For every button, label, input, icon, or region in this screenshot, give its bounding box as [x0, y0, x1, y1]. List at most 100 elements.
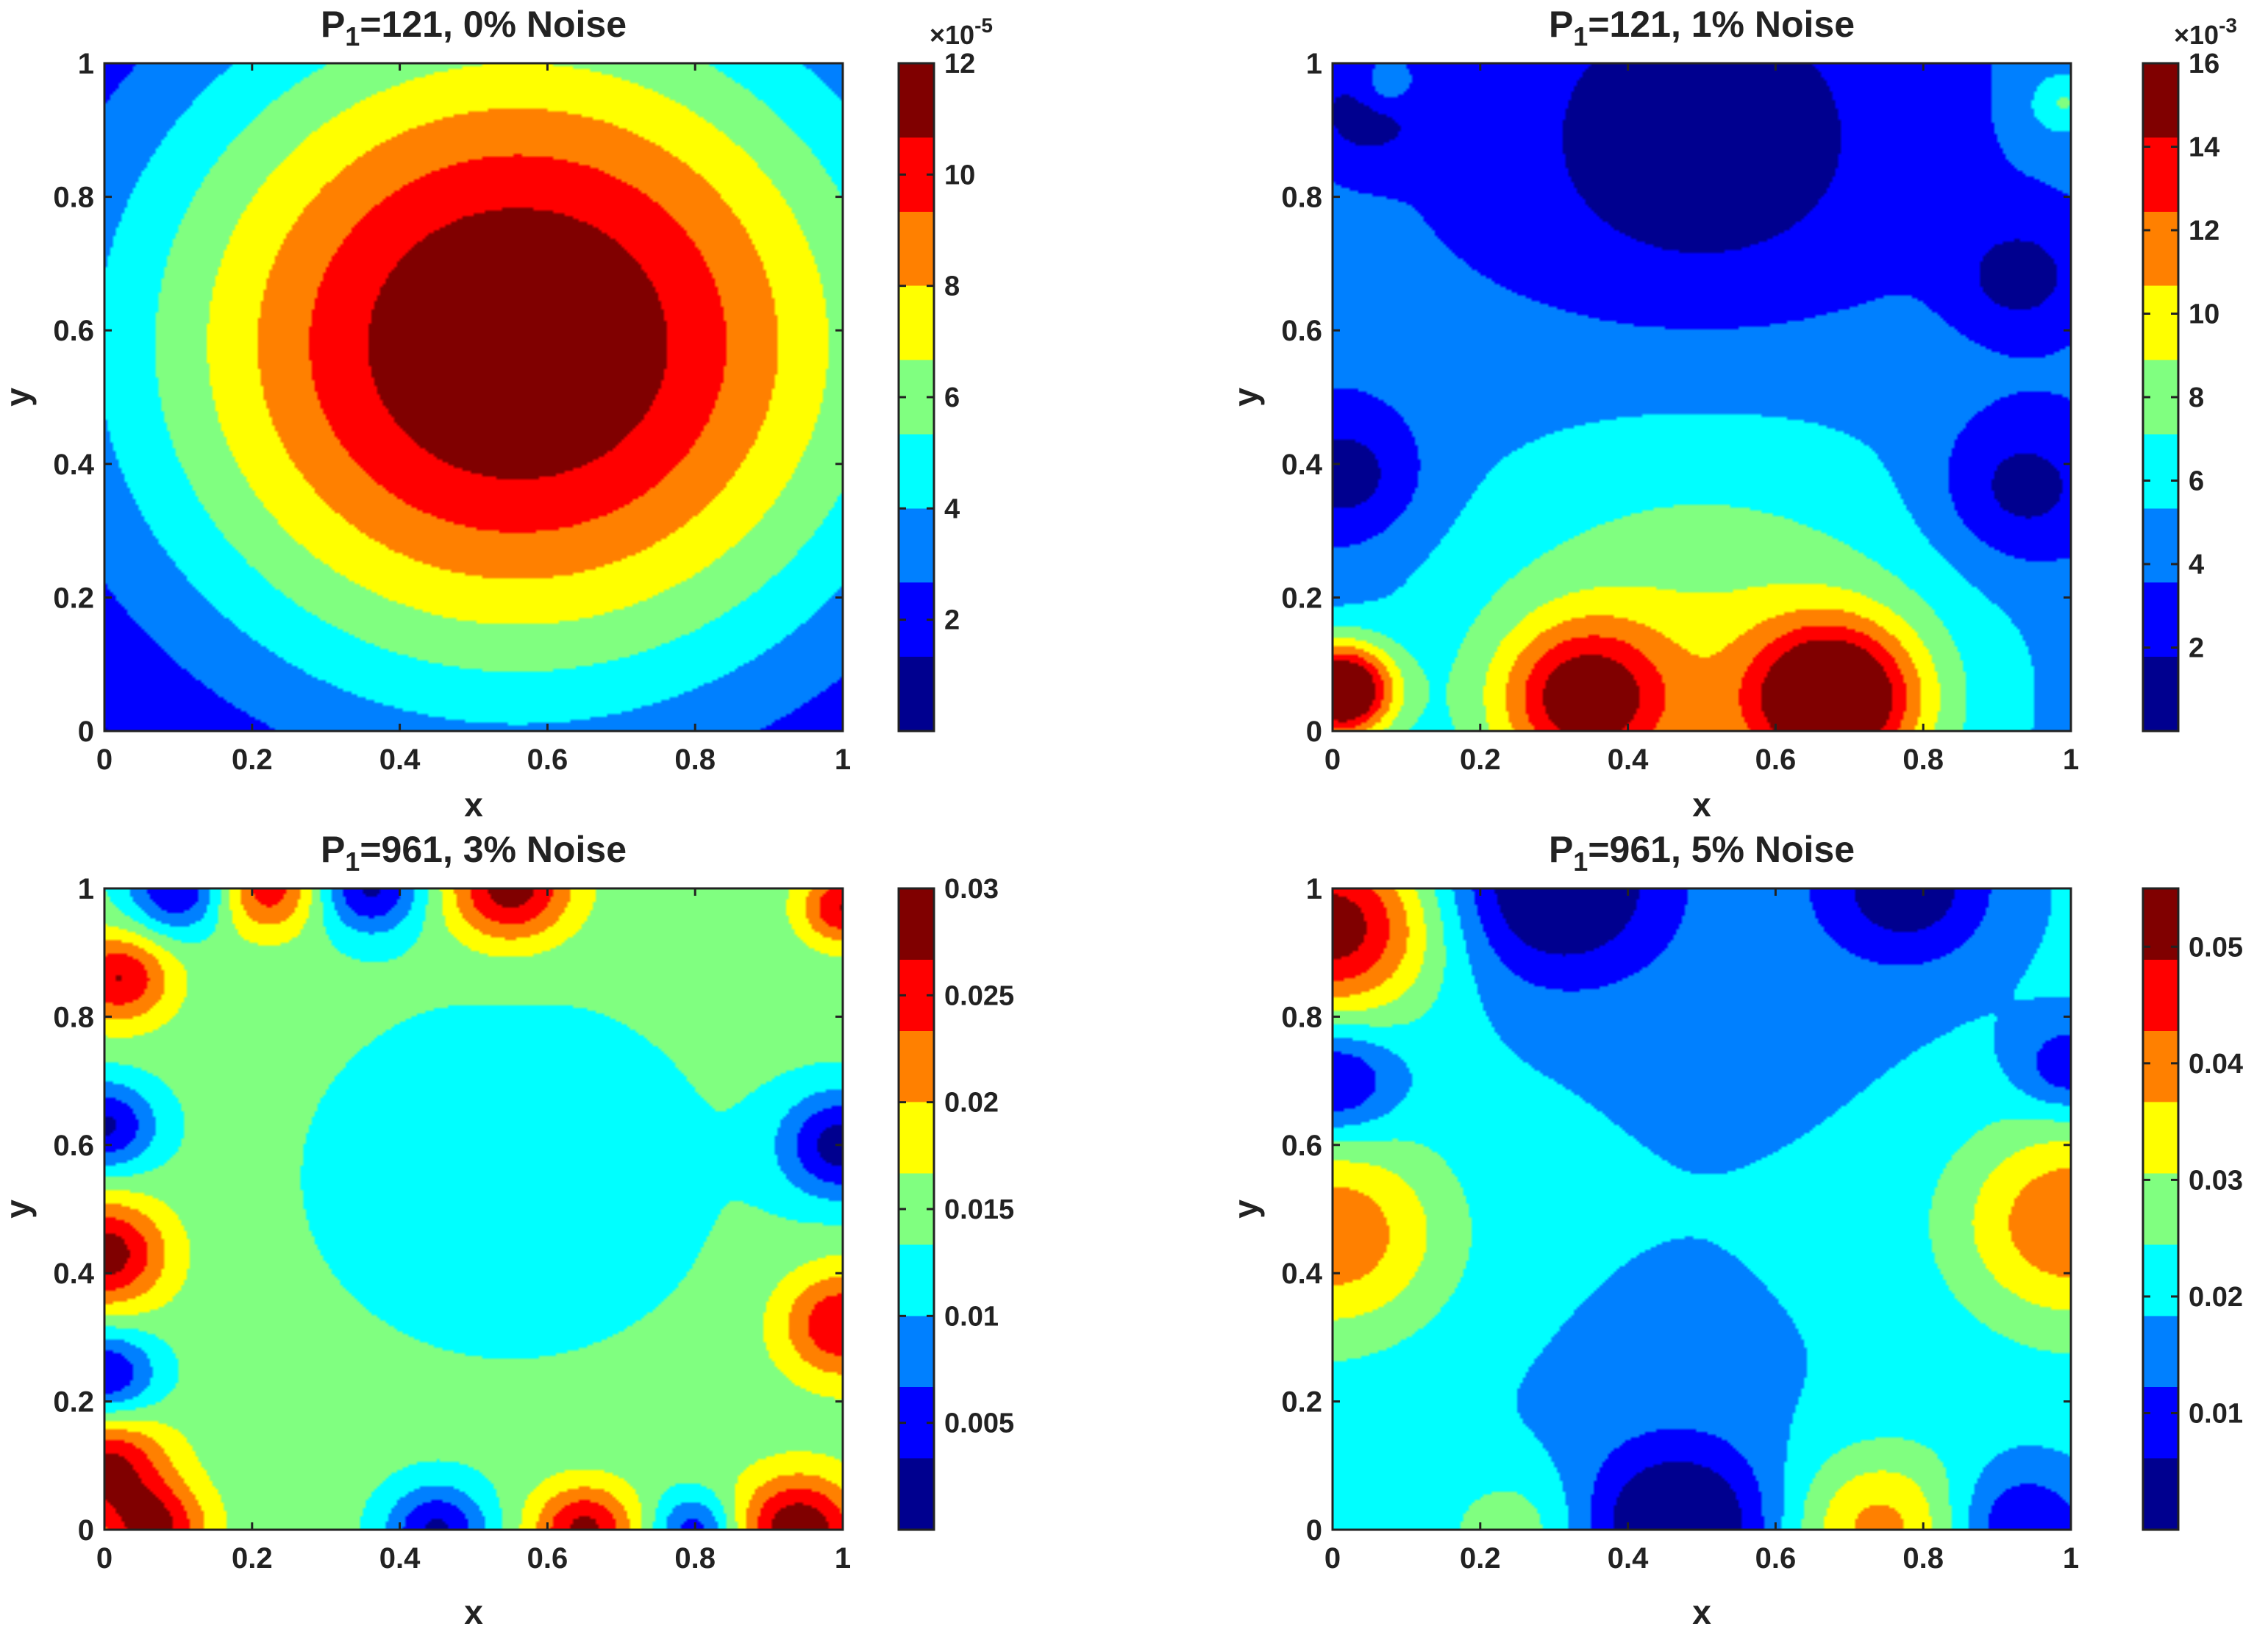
x-tick-label: 1: [2063, 1542, 2079, 1575]
panel-title: P1=961, 5% Noise: [1549, 829, 1855, 877]
colorbar-tick-label: 10: [2189, 299, 2219, 330]
colorbar-tick-label: 0.05: [2189, 932, 2243, 963]
y-ticks: 0 0.2 0.4 0.6 0.8 1: [1281, 873, 2071, 1547]
colorbar-tick-label: 0.015: [944, 1194, 1014, 1225]
colorbar-frame: [2142, 887, 2180, 1531]
y-tick-label: 0: [1306, 716, 1322, 748]
panel-title: P1=121, 0% Noise: [321, 4, 627, 51]
y-tick-label: 0.8: [1281, 182, 1322, 214]
colorbar-tick-label: 10: [944, 160, 975, 190]
plot-frame: [1331, 887, 2072, 1531]
y-tick-label: 0.6: [53, 1130, 94, 1162]
x-ticks: 0 0.2 0.4 0.6 0.8 1: [96, 63, 851, 776]
x-axis-label: x: [464, 785, 483, 824]
colorbar-tick-label: 0.02: [944, 1088, 999, 1119]
panel-title: P1=121, 1% Noise: [1549, 4, 1855, 51]
heatmap-image: [1333, 888, 2071, 1530]
panel-p1-961-3-noise: P1=961, 3% Noise 0 0.2 0.4 0.6 0.8 1 00.20.40…: [0, 829, 1014, 1629]
x-tick-label: 0.8: [674, 744, 716, 776]
x-tick-label: 0.6: [527, 744, 568, 776]
colorbar-ticks: 2 4 6 8 10 12: [899, 49, 975, 636]
y-tick-label: 0.6: [1281, 1130, 1322, 1162]
heatmap-image: [104, 63, 843, 731]
y-tick-label: 0.4: [1281, 449, 1322, 481]
panel-p1-961-5-noise: P1=961, 5% Noise 0 0.2 0.4 0.6 0.8 1 0 0.2 0.4 0…: [1227, 829, 2243, 1629]
colorbar-tick-label: 2: [944, 605, 960, 636]
colorbar-tick-label: 14: [2189, 132, 2219, 163]
colorbar-exponent: ×10-5: [930, 14, 993, 50]
colorbar-tick-label: 8: [2189, 382, 2204, 413]
x-tick-label: 1: [2063, 744, 2079, 776]
y-axis-label: y: [1227, 388, 1265, 407]
colorbar-tick-label: 0.01: [944, 1301, 999, 1332]
x-tick-label: 0.8: [1903, 744, 1944, 776]
colorbar-tick-label: 12: [944, 49, 975, 79]
colorbar-tick-label: 8: [944, 271, 960, 302]
x-axis-label: x: [1692, 785, 1711, 824]
y-ticks: 0 0.2 0.4 0.6 0.8 1: [53, 48, 843, 748]
x-tick-label: 0.6: [1755, 1542, 1797, 1575]
colorbar-tick-label: 0.03: [2189, 1165, 2243, 1196]
y-tick-label: 0.4: [53, 449, 94, 481]
colorbar-tick-label: 4: [944, 493, 960, 524]
panel-title: P1=961, 3% Noise: [321, 829, 627, 877]
plot-frame: [103, 62, 844, 732]
colorbar-tick-label: 6: [2189, 466, 2204, 497]
panel-p1-121-0-noise: P1=121, 0% Noise 0 0.2 0.4 0.6 0.8 1 00.20.40…: [0, 4, 993, 824]
y-tick-label: 0: [78, 1514, 94, 1547]
y-tick-label: 0: [1306, 1514, 1322, 1547]
x-tick-label: 0.6: [1755, 744, 1797, 776]
colorbar-tick-label: 0.01: [2189, 1398, 2243, 1429]
colorbar-ticks: 2 4 6 8 10 12 14 16: [2143, 49, 2219, 664]
heatmap-image: [104, 888, 843, 1530]
colorbar-tick-label: 16: [2189, 49, 2219, 79]
heatmap-image: [1333, 63, 2071, 731]
x-tick-label: 0.4: [379, 1542, 421, 1575]
colorbar-tick-label: 0.04: [2189, 1049, 2243, 1080]
x-tick-label: 0.4: [379, 744, 421, 776]
y-tick-label: 0.4: [53, 1258, 94, 1290]
y-tick-label: 0.8: [53, 1001, 94, 1033]
x-ticks: 0 0.2 0.4 0.6 0.8 1: [1324, 63, 2079, 776]
colorbar-ticks: 0.01 0.02 0.03 0.04 0.05: [2143, 932, 2243, 1429]
x-ticks: 0 0.2 0.4 0.6 0.8 1: [96, 888, 851, 1575]
x-tick-label: 0.2: [232, 1542, 273, 1575]
x-tick-label: 0.8: [674, 1542, 716, 1575]
y-axis-label: y: [1227, 1200, 1265, 1219]
colorbar-tick-label: 6: [944, 382, 960, 413]
x-tick-label: 0.2: [232, 744, 273, 776]
plot-frame: [1331, 62, 2072, 732]
colorbar-tick-label: 0.005: [944, 1408, 1014, 1439]
x-tick-label: 0.2: [1460, 1542, 1501, 1575]
x-tick-label: 0: [1324, 1542, 1341, 1575]
x-tick-label: 1: [835, 1542, 851, 1575]
x-tick-label: 0.4: [1608, 744, 1649, 776]
y-tick-label: 1: [1306, 873, 1322, 905]
x-tick-label: 0: [1324, 744, 1341, 776]
y-tick-label: 0.4: [1281, 1258, 1322, 1290]
y-tick-label: 0.6: [1281, 315, 1322, 347]
colorbar-tick-label: 2: [2189, 633, 2204, 664]
y-tick-label: 0.8: [1281, 1001, 1322, 1033]
colorbar-tick-label: 0.03: [944, 874, 999, 905]
y-ticks: 0 0.2 0.4 0.6 0.8 1: [53, 873, 843, 1547]
plot-frame: [103, 887, 844, 1531]
x-axis-label: x: [464, 1593, 483, 1629]
x-tick-label: 0.6: [527, 1542, 568, 1575]
x-tick-label: 0.8: [1903, 1542, 1944, 1575]
y-tick-label: 0.2: [1281, 1386, 1322, 1419]
y-axis-label: y: [0, 388, 37, 407]
colorbar-gradient: [2143, 888, 2178, 1530]
y-tick-label: 0: [78, 716, 94, 748]
colorbar-tick-label: 0.025: [944, 980, 1014, 1011]
x-tick-label: 0: [96, 744, 113, 776]
colorbar-ticks: 0.005 0.01 0.015 0.02 0.025 0.03: [899, 874, 1014, 1439]
y-tick-label: 0.2: [53, 1386, 94, 1419]
y-axis-label: y: [0, 1200, 37, 1219]
x-axis-label: x: [1692, 1593, 1711, 1629]
x-ticks: 0 0.2 0.4 0.6 0.8 1: [1324, 888, 2079, 1575]
y-tick-label: 1: [78, 48, 94, 80]
panel-p1-121-1-noise: P1=121, 1% Noise 0 0.2 0.4 0.6 0.8 1 00.20.40…: [1227, 4, 2237, 824]
colorbar-tick-label: 12: [2189, 215, 2219, 246]
